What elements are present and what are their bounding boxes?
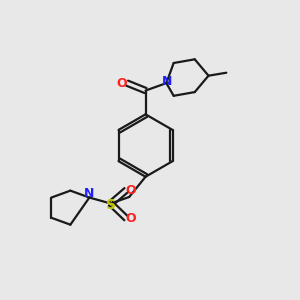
Text: S: S	[106, 198, 116, 212]
Text: O: O	[125, 184, 136, 196]
Text: O: O	[116, 76, 127, 90]
Text: O: O	[125, 212, 136, 225]
Text: N: N	[162, 75, 172, 88]
Text: N: N	[84, 188, 94, 200]
